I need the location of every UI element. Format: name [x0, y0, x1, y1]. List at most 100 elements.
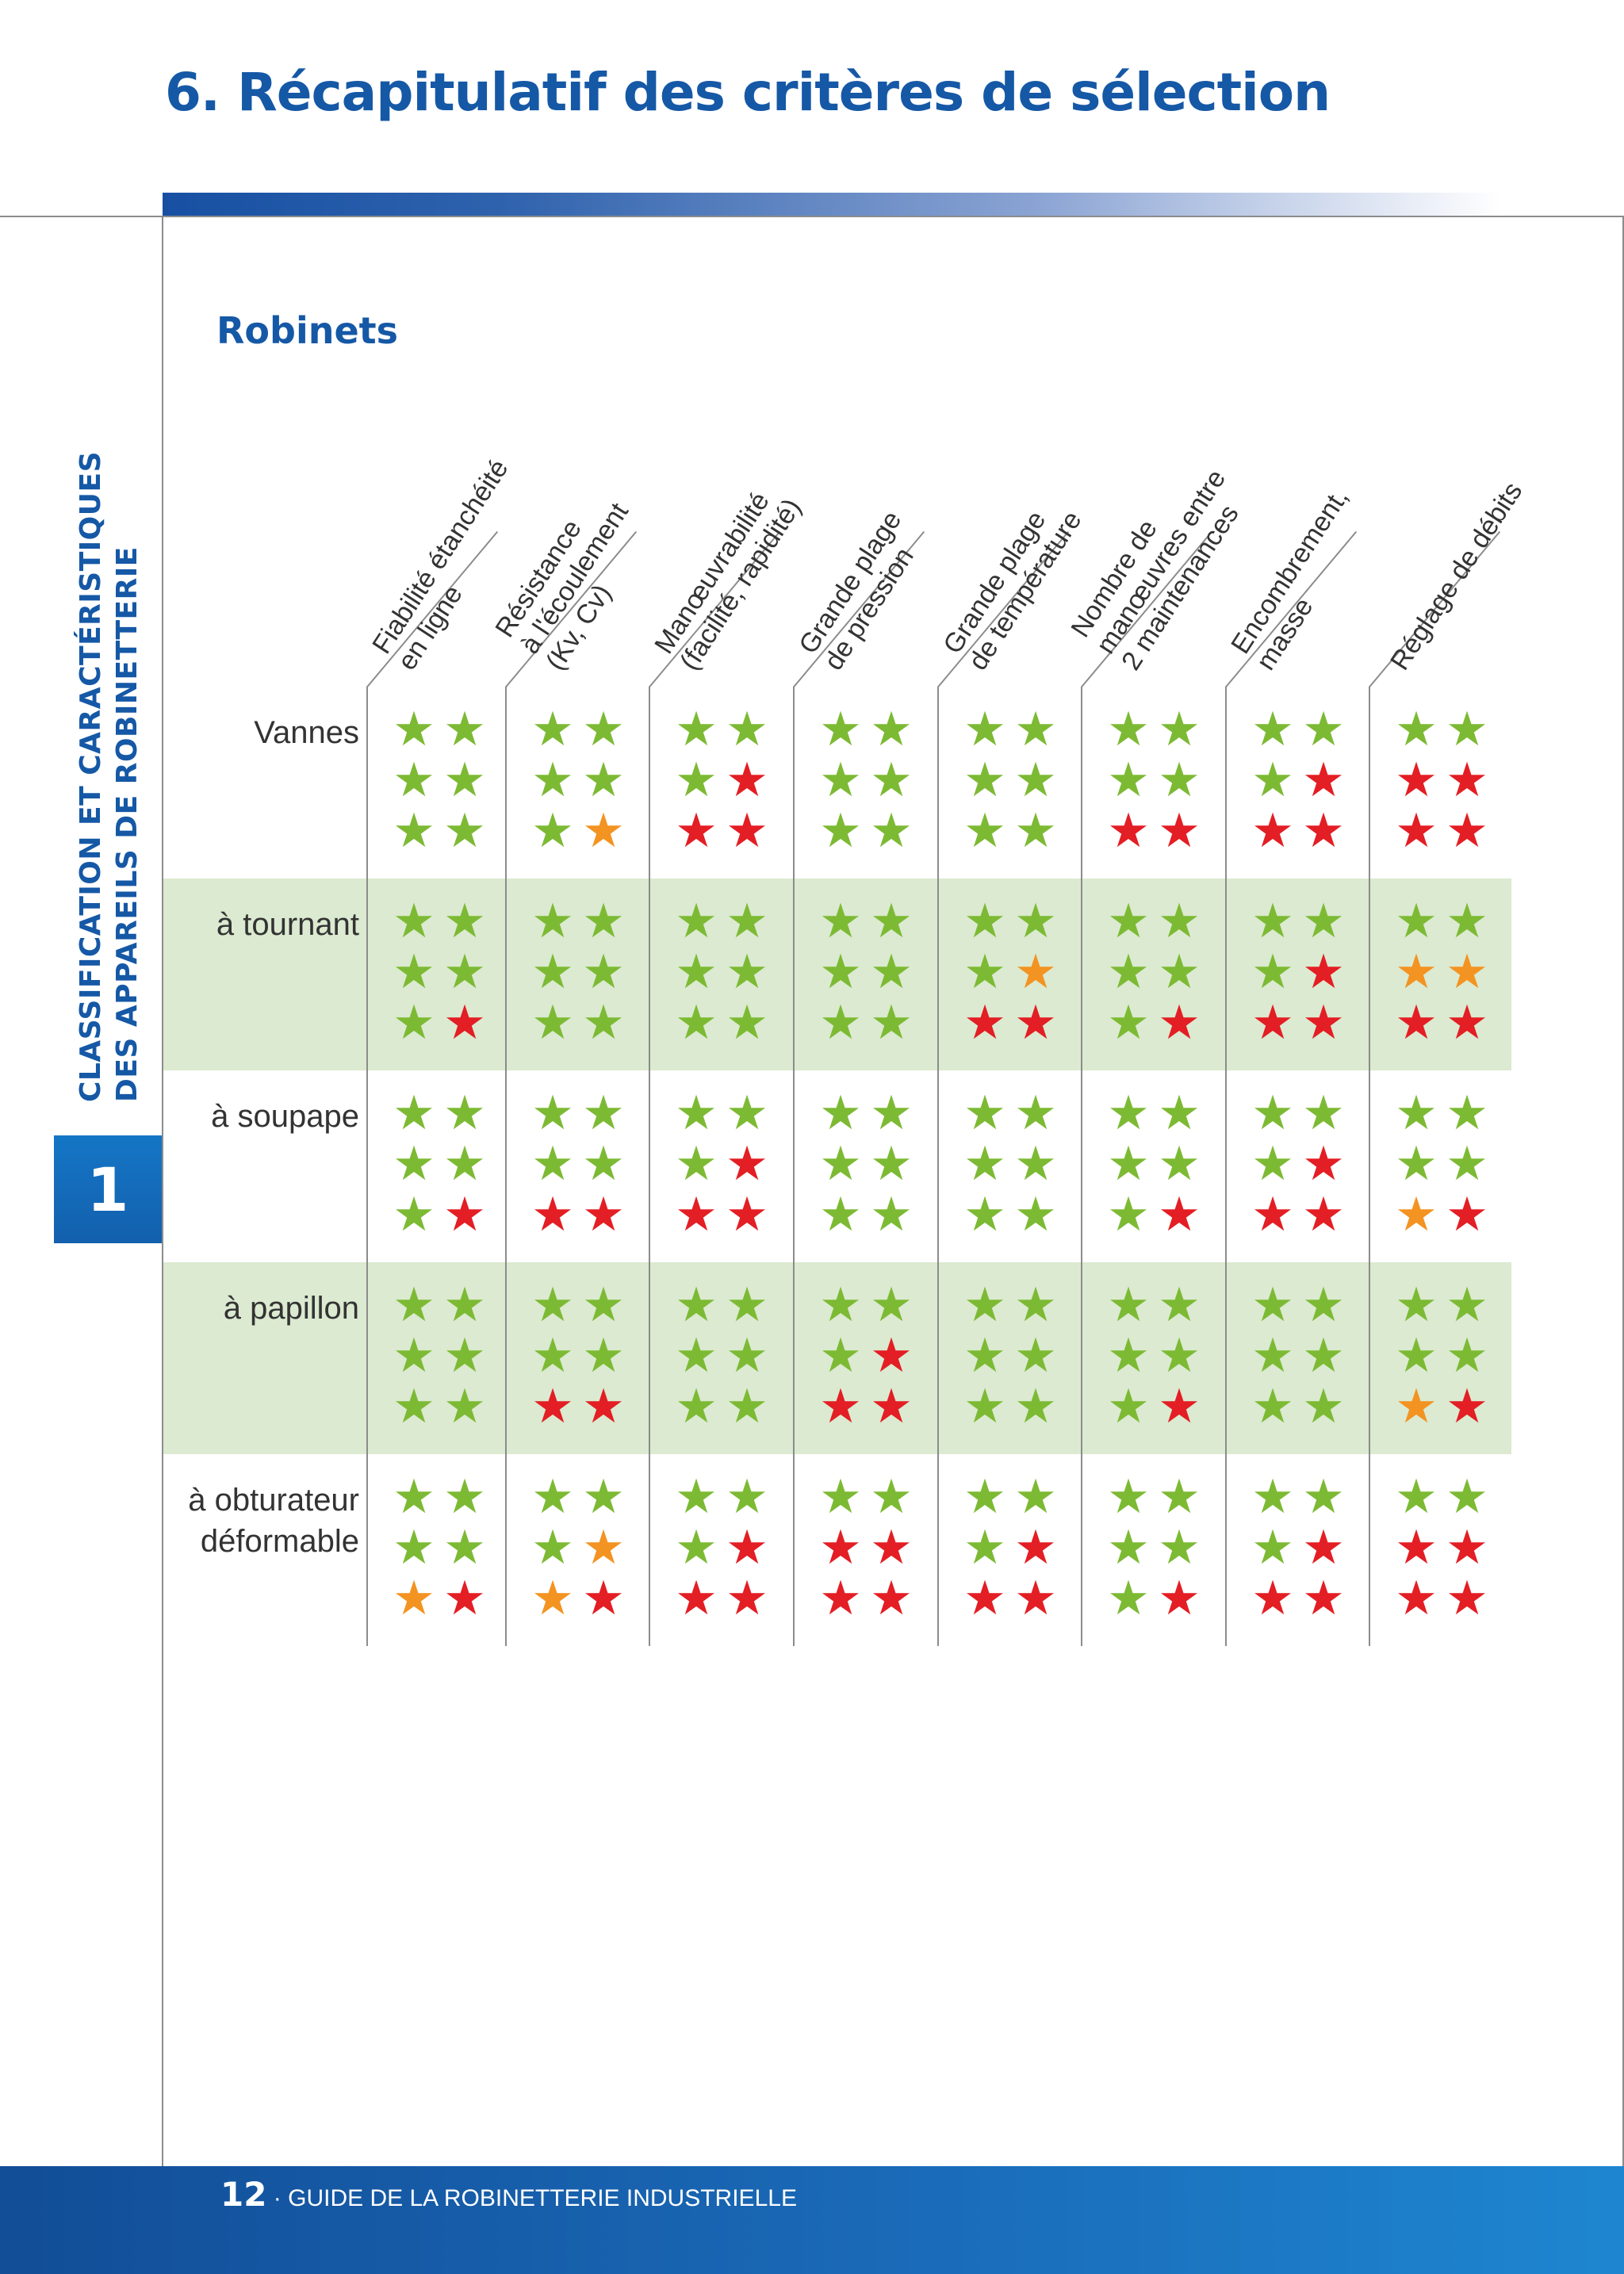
star-row: ★ ★ — [963, 755, 1058, 806]
red-star-icon: ★ — [870, 1520, 913, 1575]
red-star-icon: ★ — [675, 803, 718, 859]
green-star-icon: ★ — [1014, 1379, 1057, 1434]
star-row: ★ ★ — [1394, 896, 1489, 947]
green-star-icon: ★ — [1107, 944, 1150, 1000]
frame-right-line — [1622, 216, 1624, 2166]
star-row: ★ ★ — [1106, 896, 1201, 947]
star-row: ★ ★ — [818, 896, 914, 947]
green-star-icon: ★ — [531, 894, 574, 949]
green-star-icon: ★ — [1107, 1469, 1150, 1525]
green-star-icon: ★ — [393, 1328, 435, 1384]
red-star-icon: ★ — [963, 995, 1006, 1051]
orange-star-icon: ★ — [1395, 944, 1438, 1000]
star-row: ★ ★ — [674, 755, 769, 806]
green-star-icon: ★ — [819, 702, 862, 757]
star-row: ★ ★ — [818, 1280, 914, 1330]
star-row: ★ ★ — [1251, 896, 1346, 947]
green-star-icon: ★ — [1158, 1520, 1201, 1575]
rating-cell: ★ ★ ★ ★ ★ ★ — [530, 1088, 626, 1246]
green-star-icon: ★ — [393, 1136, 435, 1192]
red-star-icon: ★ — [1158, 803, 1201, 859]
rating-cell: ★ ★ ★ ★ ★ ★ — [530, 896, 626, 1055]
red-star-icon: ★ — [819, 1379, 862, 1434]
rating-cell: ★ ★ ★ ★ ★ ★ — [530, 704, 626, 863]
green-star-icon: ★ — [1446, 1085, 1488, 1141]
green-star-icon: ★ — [582, 1085, 625, 1141]
orange-star-icon: ★ — [393, 1571, 435, 1626]
star-row: ★ ★ — [530, 1330, 626, 1381]
green-star-icon: ★ — [1158, 1328, 1201, 1384]
red-star-icon: ★ — [726, 1136, 768, 1192]
star-row: ★ ★ — [392, 806, 487, 856]
red-star-icon: ★ — [1395, 1520, 1438, 1575]
green-star-icon: ★ — [1302, 1085, 1345, 1141]
star-row: ★ ★ — [818, 755, 914, 806]
green-star-icon: ★ — [963, 1328, 1006, 1384]
rating-cell: ★ ★ ★ ★ ★ ★ — [674, 1280, 769, 1438]
chapter-side-label: CLASSIFICATION ET CARACTÉRISTIQUES DES A… — [73, 451, 146, 1102]
star-row: ★ ★ — [818, 1139, 914, 1189]
rating-cell: ★ ★ ★ ★ ★ ★ — [818, 1280, 914, 1438]
star-row: ★ ★ — [1394, 1280, 1489, 1330]
star-row: ★ ★ — [392, 997, 487, 1048]
star-row: ★ ★ — [392, 1280, 487, 1330]
star-row: ★ ★ — [674, 1189, 769, 1240]
column-header-line: Réglage de débits — [1385, 477, 1529, 676]
star-row: ★ ★ — [1394, 1088, 1489, 1139]
rating-cell: ★ ★ ★ ★ ★ ★ — [818, 1088, 914, 1246]
green-star-icon: ★ — [443, 1136, 486, 1192]
star-row: ★ ★ — [674, 947, 769, 997]
star-row: ★ ★ — [1251, 1522, 1346, 1573]
green-star-icon: ★ — [675, 1085, 718, 1141]
rating-cell: ★ ★ ★ ★ ★ ★ — [963, 1472, 1058, 1630]
red-star-icon: ★ — [1014, 1571, 1057, 1626]
green-star-icon: ★ — [726, 944, 768, 1000]
star-row: ★ ★ — [1251, 1330, 1346, 1381]
column-header: Manœuvrabilité (facilité, rapidité) — [649, 477, 807, 676]
green-star-icon: ★ — [393, 1085, 435, 1141]
row-label-line: à soupape — [211, 1099, 359, 1134]
rating-cell: ★ ★ ★ ★ ★ ★ — [1106, 1088, 1201, 1246]
rating-cell: ★ ★ ★ ★ ★ ★ — [674, 1472, 769, 1630]
green-star-icon: ★ — [443, 702, 486, 757]
green-star-icon: ★ — [393, 995, 435, 1051]
star-row: ★ ★ — [963, 1573, 1058, 1624]
star-row: ★ ★ — [530, 1522, 626, 1573]
green-star-icon: ★ — [870, 944, 913, 1000]
green-star-icon: ★ — [963, 1469, 1006, 1525]
star-row: ★ ★ — [392, 704, 487, 755]
row-band — [163, 879, 1511, 1070]
red-star-icon: ★ — [870, 1328, 913, 1384]
green-star-icon: ★ — [675, 995, 718, 1051]
green-star-icon: ★ — [963, 1136, 1006, 1192]
star-row: ★ ★ — [1251, 947, 1346, 997]
section-title: Robinets — [216, 309, 399, 352]
star-row: ★ ★ — [1106, 755, 1201, 806]
star-row: ★ ★ — [963, 806, 1058, 856]
red-star-icon: ★ — [1395, 995, 1438, 1051]
green-star-icon: ★ — [1107, 1277, 1150, 1333]
green-star-icon: ★ — [675, 702, 718, 757]
green-star-icon: ★ — [1014, 1328, 1057, 1384]
green-star-icon: ★ — [1107, 1379, 1150, 1434]
star-row: ★ ★ — [674, 1088, 769, 1139]
red-star-icon: ★ — [675, 1571, 718, 1626]
column-divider — [505, 687, 507, 1646]
star-row: ★ ★ — [1251, 1573, 1346, 1624]
green-star-icon: ★ — [1107, 1328, 1150, 1384]
green-star-icon: ★ — [531, 702, 574, 757]
green-star-icon: ★ — [582, 1136, 625, 1192]
red-star-icon: ★ — [819, 1571, 862, 1626]
green-star-icon: ★ — [1251, 1520, 1294, 1575]
green-star-icon: ★ — [1446, 1136, 1488, 1192]
star-row: ★ ★ — [530, 896, 626, 947]
star-row: ★ ★ — [1251, 806, 1346, 856]
green-star-icon: ★ — [443, 1469, 486, 1525]
star-row: ★ ★ — [1251, 1139, 1346, 1189]
star-row: ★ ★ — [818, 1330, 914, 1381]
green-star-icon: ★ — [393, 1277, 435, 1333]
green-star-icon: ★ — [1251, 1469, 1294, 1525]
green-star-icon: ★ — [582, 1277, 625, 1333]
star-row: ★ ★ — [963, 1381, 1058, 1432]
star-row: ★ ★ — [674, 1139, 769, 1189]
